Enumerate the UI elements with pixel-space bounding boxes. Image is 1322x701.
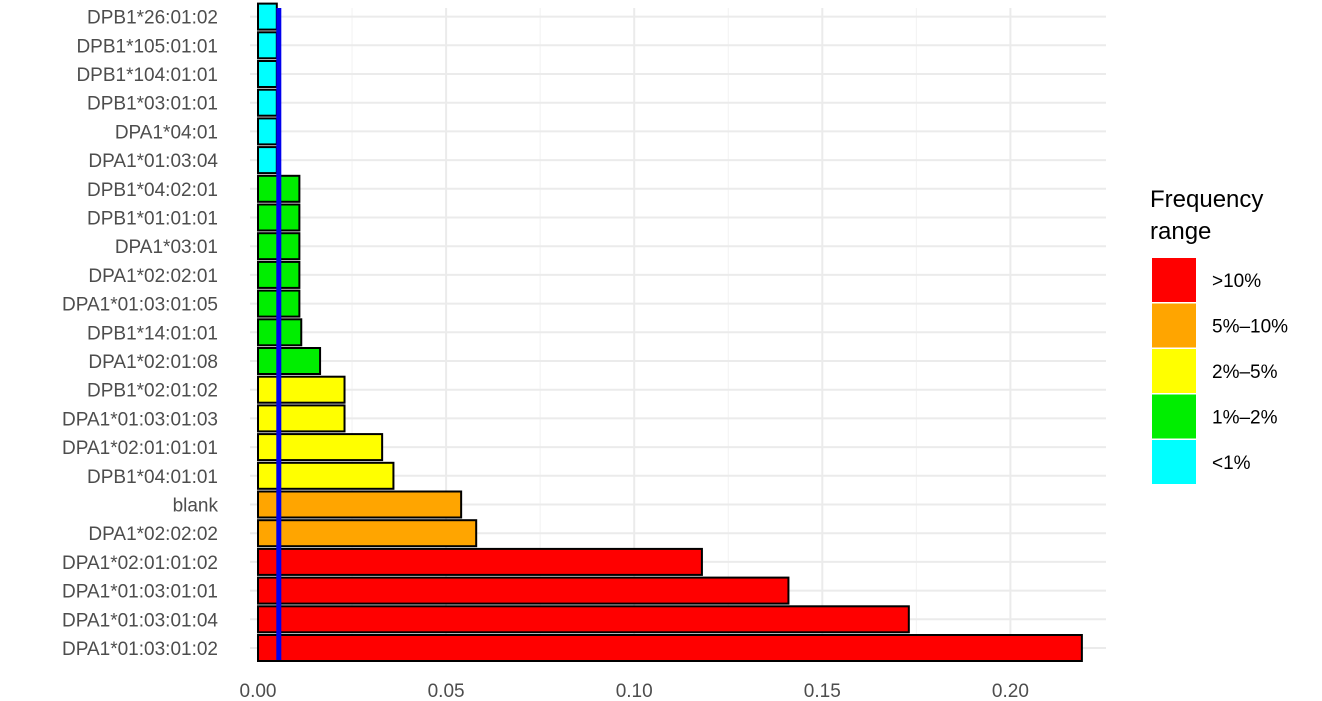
legend-title-line-2: range <box>1150 218 1211 245</box>
y-tick-label: DPB1*26:01:02 <box>87 8 218 29</box>
y-tick-label: DPA1*03:01 <box>115 237 218 258</box>
bar <box>257 117 278 146</box>
bar <box>257 375 346 404</box>
y-tick-label: DPA1*02:01:01:02 <box>62 553 218 574</box>
y-tick-label: DPB1*03:01:01 <box>87 94 218 115</box>
x-tick-label: 0.15 <box>804 681 841 701</box>
y-axis-labels: DPA1*01:03:01:02 DPA1*01:03:01:04 DPA1*01:… <box>62 8 219 660</box>
y-tick-label: DPB1*01:01:01 <box>87 209 218 230</box>
y-tick-label: DPB1*105:01:01 <box>76 36 218 57</box>
y-tick-label: DPA1*01:03:01:02 <box>62 639 218 660</box>
legend-label: 1%–2% <box>1212 408 1278 429</box>
y-tick-label: DPA1*02:02:02 <box>88 524 218 545</box>
legend-swatch <box>1152 440 1196 484</box>
legend-swatch <box>1152 394 1196 439</box>
y-tick-label: DPB1*104:01:01 <box>76 65 218 86</box>
y-tick-label: DPA1*02:02:01 <box>88 266 218 287</box>
x-tick-label: 0.05 <box>428 681 465 701</box>
bar <box>257 404 346 433</box>
bar <box>257 347 322 375</box>
bar <box>257 60 278 88</box>
y-tick-label: DPA1*01:03:01:01 <box>62 582 218 603</box>
legend-swatch <box>1152 303 1196 348</box>
y-tick-label: DPA1*02:01:08 <box>88 352 218 373</box>
legend-label: >10% <box>1212 271 1261 292</box>
legend-label: 5%–10% <box>1212 317 1288 338</box>
legend-label: 2%–5% <box>1212 362 1278 383</box>
x-tick-label: 0.10 <box>616 681 653 701</box>
bar <box>257 634 1083 662</box>
bar <box>257 605 910 634</box>
legend-swatch <box>1152 258 1196 302</box>
bar <box>257 88 278 117</box>
x-tick-label: 0.00 <box>240 681 277 701</box>
y-tick-label: blank <box>173 496 219 517</box>
bar <box>257 519 478 548</box>
bar <box>257 2 278 31</box>
legend-label: <1% <box>1212 453 1251 474</box>
y-tick-label: DPA1*01:03:01:03 <box>62 409 218 430</box>
bar <box>257 547 703 576</box>
y-tick-label: DPB1*04:02:01 <box>87 180 218 201</box>
bars <box>257 2 1083 662</box>
y-tick-label: DPA1*04:01 <box>115 122 218 143</box>
bar <box>257 490 463 519</box>
y-tick-label: DPA1*01:03:01:05 <box>62 295 218 316</box>
y-tick-label: DPA1*01:03:04 <box>88 151 218 172</box>
y-tick-label: DPB1*04:01:01 <box>87 467 218 488</box>
bar <box>257 31 278 60</box>
bar <box>257 576 790 605</box>
y-tick-label: DPA1*01:03:01:04 <box>62 610 218 631</box>
x-tick-label: 0.20 <box>992 681 1029 701</box>
bar <box>257 146 278 175</box>
x-axis-labels: 0.00 0.05 0.10 0.15 0.20 <box>240 681 1029 701</box>
y-tick-label: DPA1*02:01:01:01 <box>62 438 218 459</box>
legend-swatch <box>1152 349 1196 393</box>
legend: Frequency range >10% 5%–10% 2%–5% 1%–2% <1% <box>1150 186 1288 484</box>
legend-title-line-1: Frequency <box>1150 186 1263 213</box>
y-tick-label: DPB1*14:01:01 <box>87 323 218 344</box>
y-tick-label: DPB1*02:01:02 <box>87 381 218 402</box>
